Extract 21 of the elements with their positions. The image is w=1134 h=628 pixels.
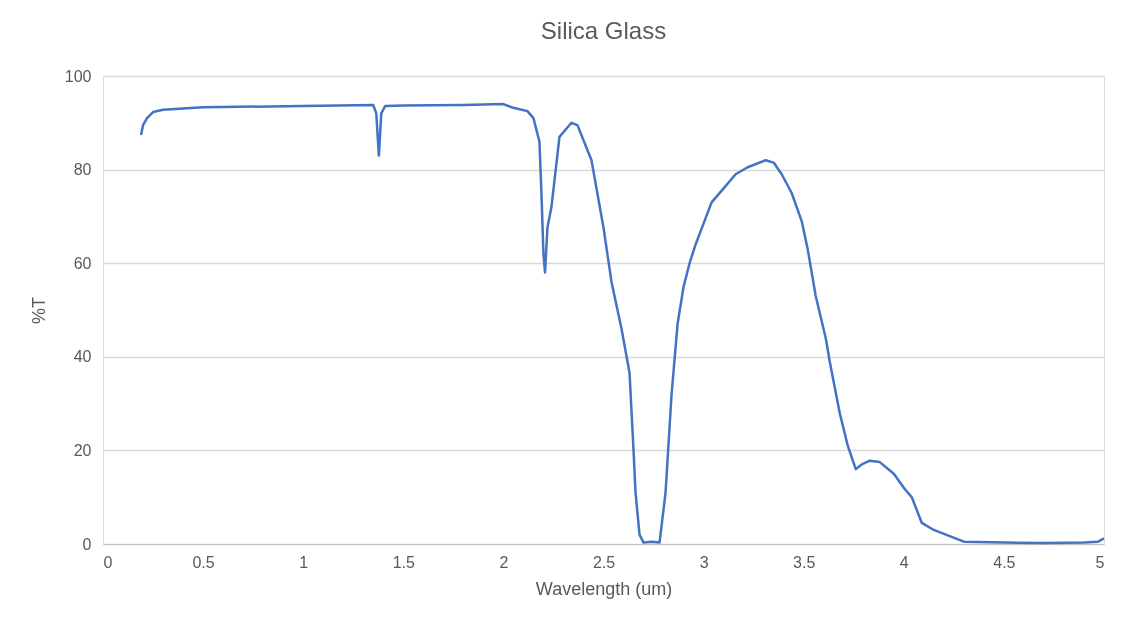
x-tick-label: 3.5	[793, 553, 816, 571]
y-tick-label: 80	[73, 161, 92, 179]
x-tick-label: 0	[103, 553, 113, 571]
x-tick-label: 5	[1095, 553, 1105, 571]
x-tick-label: 0.5	[192, 553, 215, 571]
y-tick-label: 100	[64, 67, 92, 85]
x-tick-label: 1.5	[392, 553, 416, 571]
y-tick-label: 0	[82, 535, 92, 553]
chart-title: Silica Glass	[540, 17, 667, 44]
x-tick-label: 1	[299, 553, 309, 571]
x-tick-label: 3	[699, 553, 709, 571]
x-tick-label: 2	[499, 553, 509, 571]
y-axis-title: %T	[28, 297, 49, 324]
x-tick-label: 4	[899, 553, 909, 571]
y-tick-label: 60	[73, 254, 92, 272]
line-series	[139, 102, 1106, 545]
y-tick-label: 20	[73, 441, 92, 459]
x-tick-label: 4.5	[993, 553, 1016, 571]
y-tick-label: 40	[73, 348, 92, 366]
x-tick-label: 2.5	[592, 553, 616, 571]
x-axis-title: Wavelength (um)	[535, 578, 673, 599]
